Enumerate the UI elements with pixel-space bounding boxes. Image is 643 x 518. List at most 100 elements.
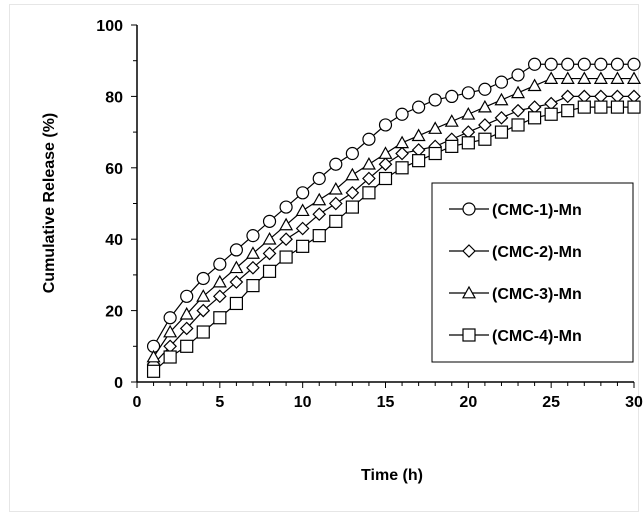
data-point [212, 274, 227, 288]
data-point [296, 239, 310, 253]
data-point [229, 296, 243, 311]
data-point [262, 264, 277, 278]
legend-item-3: (CMC-3)-Mn [449, 285, 582, 303]
data-point [196, 289, 211, 302]
data-point [610, 100, 625, 114]
data-point [329, 214, 343, 228]
data-point [246, 279, 260, 293]
x-axis-title: Time (h) [361, 467, 423, 484]
data-point [246, 260, 260, 275]
data-point [378, 118, 393, 132]
data-point [279, 217, 294, 231]
data-point [593, 71, 608, 84]
data-point [295, 221, 310, 236]
data-point [213, 257, 227, 271]
data-point [577, 57, 591, 71]
data-point [511, 85, 526, 99]
y-tick-label: 100 [96, 18, 123, 35]
data-point [610, 57, 625, 71]
data-point [362, 186, 376, 200]
data-point [561, 57, 575, 71]
data-point [163, 324, 178, 338]
axes: 0 5 10 15 20 25 30 0 20 40 60 80 100 [96, 18, 643, 411]
x-tick-label: 0 [133, 394, 142, 411]
data-point [180, 339, 194, 353]
data-point [246, 229, 260, 243]
data-point [212, 289, 227, 304]
data-point [378, 171, 393, 186]
data-point [478, 118, 492, 132]
data-point [279, 232, 293, 247]
data-point [229, 243, 243, 257]
data-point [411, 128, 426, 142]
legend: (CMC-1)-Mn (CMC-2)-Mn (CMC-3)-Mn (CMC-4)-Mn [431, 182, 634, 363]
data-point [511, 103, 525, 118]
data-point [312, 192, 327, 206]
legend-marker [462, 202, 476, 216]
data-point [395, 146, 409, 161]
x-ticks: 0 5 10 15 20 25 30 [133, 382, 643, 411]
data-point [627, 100, 641, 114]
data-point [296, 186, 310, 200]
data-point [229, 260, 244, 274]
y-tick-label: 40 [105, 232, 123, 249]
data-point [444, 114, 459, 127]
legend-marker [462, 244, 476, 258]
data-point [196, 303, 211, 318]
series-4 [146, 100, 641, 378]
legend-item-1: (CMC-1)-Mn [449, 202, 582, 219]
data-point [544, 57, 558, 71]
data-point [560, 71, 575, 84]
data-point [395, 161, 409, 175]
data-point [527, 78, 542, 92]
data-point [594, 100, 608, 114]
y-tick-label: 80 [105, 89, 123, 106]
x-tick-label: 25 [542, 394, 560, 411]
data-point [345, 185, 360, 200]
data-point [262, 246, 277, 261]
legend-label: (CMC-3)-Mn [492, 286, 582, 303]
data-point [329, 157, 343, 171]
x-tick-label: 15 [377, 394, 395, 411]
data-point [412, 100, 426, 114]
y-ticks: 0 20 40 60 80 100 [96, 18, 137, 392]
data-point [180, 289, 194, 303]
data-point [345, 200, 359, 214]
data-point [610, 71, 625, 84]
data-point [295, 203, 310, 217]
data-point [279, 250, 293, 264]
data-point [361, 156, 376, 170]
x-tick-label: 30 [625, 394, 643, 411]
data-point [412, 154, 426, 168]
series-1 [146, 57, 641, 353]
data-point [245, 246, 260, 259]
data-point [179, 306, 194, 320]
data-point [395, 135, 410, 149]
data-point [345, 167, 360, 181]
data-point [163, 350, 177, 364]
legend-label: (CMC-2)-Mn [492, 244, 582, 261]
data-point [511, 118, 525, 132]
x-tick-label: 5 [215, 394, 224, 411]
data-point [527, 111, 542, 125]
data-point [328, 196, 343, 211]
data-point [428, 121, 443, 134]
series-3 [146, 71, 642, 363]
series-layer [146, 57, 642, 378]
legend-label: (CMC-1)-Mn [492, 202, 582, 219]
data-point [213, 311, 227, 325]
y-tick-label: 20 [105, 304, 123, 321]
data-point [494, 125, 509, 139]
data-point [163, 311, 177, 325]
data-point [378, 146, 393, 159]
chart-frame [9, 4, 639, 512]
data-point [328, 181, 343, 195]
data-point [378, 157, 393, 172]
data-point [196, 271, 210, 286]
data-point [229, 275, 244, 289]
data-point [560, 89, 575, 104]
data-point [494, 92, 509, 106]
y-tick-label: 60 [105, 161, 123, 178]
data-point [527, 57, 542, 71]
